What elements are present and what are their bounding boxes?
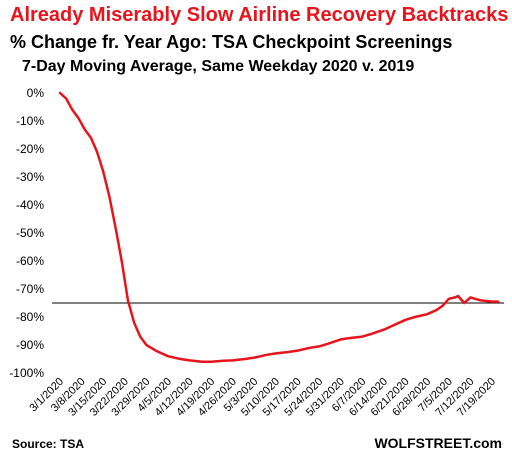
y-tick-label: -80% [16,310,44,324]
y-tick-label: -50% [16,226,44,240]
y-tick-label: -30% [16,170,44,184]
y-tick-label: -70% [16,282,44,296]
x-axis-ticks: 3/1/20203/8/20203/15/20203/22/20203/29/2… [27,376,498,419]
y-tick-label: -40% [16,198,44,212]
y-tick-label: -90% [16,338,44,352]
y-axis-ticks: 0% -10% -20% -30% -40% -50% -60% -70% -80% -90% -1… [9,86,44,380]
series-line [58,91,500,364]
chart-subtitle-2: 7-Day Moving Average, Same Weekday 2020 … [22,58,415,75]
source-label: Source: TSA [12,437,85,451]
y-tick-label: -10% [16,114,44,128]
y-tick-label: -100% [9,366,44,380]
chart-subtitle: % Change fr. Year Ago: TSA Checkpoint Sc… [10,32,453,52]
y-tick-label: 0% [27,86,45,100]
y-tick-label: -20% [16,142,44,156]
credit-label: WOLFSTREET.com [374,435,502,451]
y-tick-label: -60% [16,254,44,268]
chart-title: Already Miserably Slow Airline Recovery … [10,4,509,26]
